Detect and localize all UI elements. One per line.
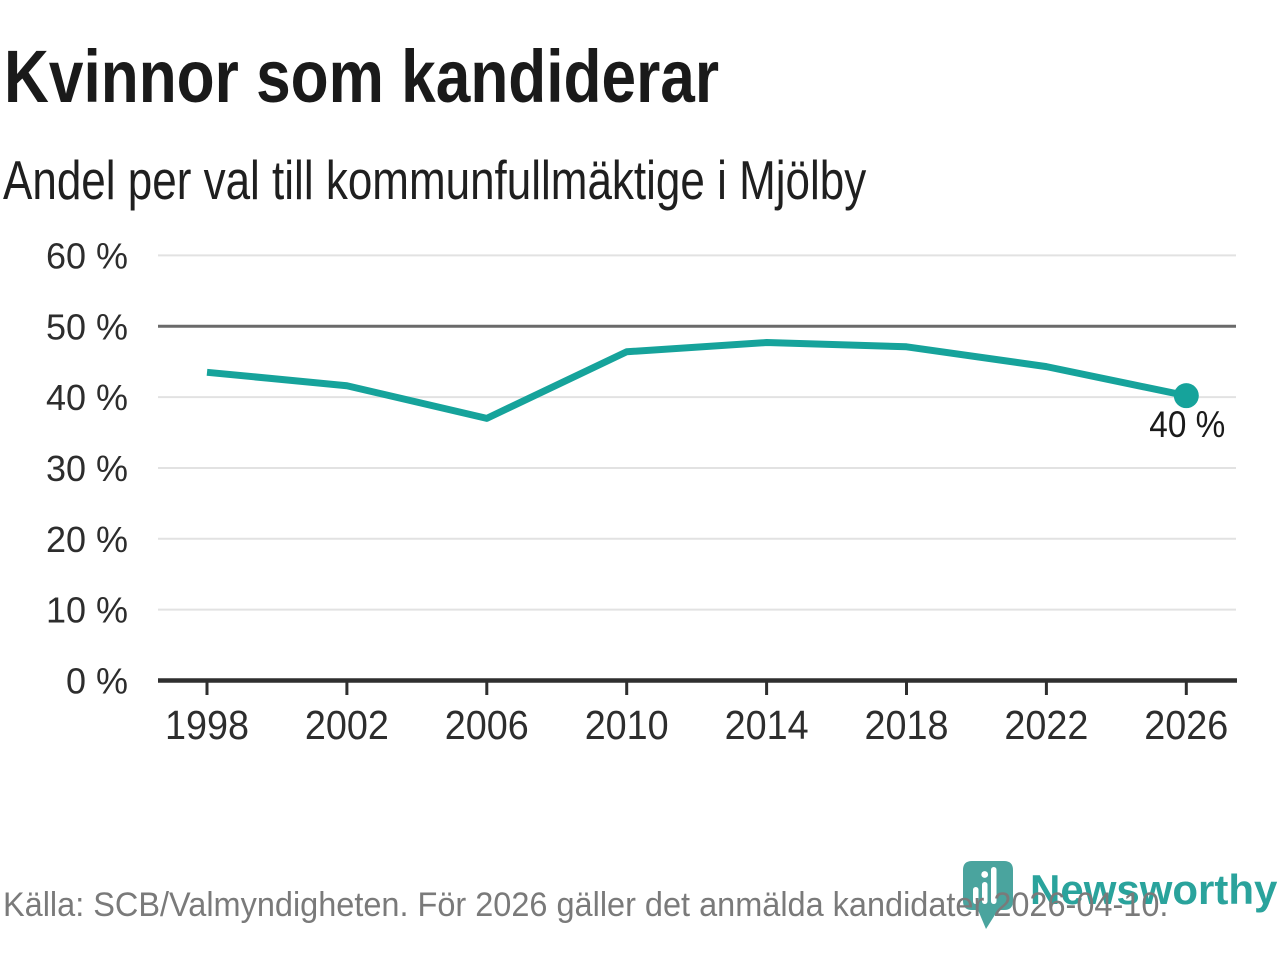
newsworthy-map-pin-barchart-icon bbox=[963, 861, 1013, 929]
data-line bbox=[206, 339, 1188, 422]
x-axis-tick-label: 2010 bbox=[585, 702, 669, 748]
y-axis-tick-label: 10 % bbox=[46, 590, 128, 631]
source-note: Källa: SCB/Valmyndigheten. För 2026 gäll… bbox=[3, 886, 1169, 924]
end-point-dot bbox=[1173, 383, 1199, 409]
x-axis-tick-label: 2018 bbox=[865, 702, 949, 748]
chart-subtitle: Andel per val till kommunfullmäktige i M… bbox=[3, 149, 867, 211]
y-axis-tick-label: 60 % bbox=[46, 235, 128, 276]
x-axis-tick-label: 1998 bbox=[165, 702, 249, 748]
x-axis-tick-label: 2006 bbox=[445, 702, 529, 748]
y-axis-tick-label: 0 % bbox=[66, 661, 128, 702]
end-point-value-label: 40 % bbox=[1149, 404, 1225, 445]
newsworthy-logo-text: Newsworthy bbox=[1030, 866, 1278, 913]
x-axis-tick-label: 2022 bbox=[1004, 702, 1088, 748]
newsworthy-logo: Newsworthy bbox=[962, 860, 1280, 940]
y-axis-tick-label: 30 % bbox=[46, 448, 128, 489]
y-axis-tick-label: 40 % bbox=[46, 377, 128, 418]
x-axis-tick-label: 2014 bbox=[725, 702, 809, 748]
y-axis-tick-label: 50 % bbox=[46, 306, 128, 347]
y-axis-tick-label: 20 % bbox=[46, 519, 128, 560]
chart-title: Kvinnor som kandiderar bbox=[4, 35, 720, 118]
x-axis-tick-label: 2026 bbox=[1144, 702, 1228, 748]
x-axis-tick-label: 2002 bbox=[305, 702, 389, 748]
